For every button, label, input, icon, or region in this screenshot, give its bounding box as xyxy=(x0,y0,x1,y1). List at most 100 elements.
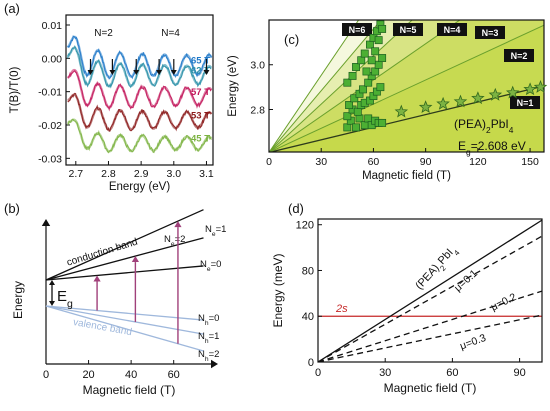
x-tick-label: 30 xyxy=(315,156,327,168)
mu-line xyxy=(318,314,542,362)
gap-label: Eg xyxy=(57,288,73,310)
level-label-nh0: Nh=0 xyxy=(198,313,219,327)
y-tick-label: 80 xyxy=(302,265,314,277)
x-axis-title: Magnetic field (T) xyxy=(83,383,176,397)
mu-label: μ=0.3 xyxy=(458,332,487,352)
level-label: N=2 xyxy=(511,51,528,61)
x-tick-label: 150 xyxy=(521,156,539,168)
data-star xyxy=(488,87,503,101)
panel-label: (a) xyxy=(4,1,20,16)
plot-frame xyxy=(317,218,543,363)
data-square xyxy=(371,67,380,76)
level-label-box xyxy=(393,23,423,36)
band-label-conduction: conduction band xyxy=(66,237,139,269)
x-axis-title: Magnetic field (T) xyxy=(384,381,477,395)
data-star xyxy=(505,85,520,99)
arrow-head xyxy=(203,70,210,75)
gap-value-label: Eg=2.608 eV xyxy=(458,139,526,157)
level-label-box xyxy=(437,23,467,36)
x-axis-title: Energy (eV) xyxy=(109,181,171,193)
level-label: N=4 xyxy=(444,25,461,35)
arrow-head xyxy=(170,70,177,75)
annotation-n4: N=4 xyxy=(161,28,180,39)
data-square xyxy=(378,118,387,127)
material-label: (PEA)2PbI4 xyxy=(454,117,514,135)
panel-d: (d) 2s 0 30 60 90 0 40 80 120 Magnetic field (T) En… xyxy=(271,201,543,395)
data-square xyxy=(352,63,360,71)
panel-label: (c) xyxy=(284,32,299,47)
data-star xyxy=(471,91,485,105)
level-label-nh2: Nh=2 xyxy=(198,349,219,363)
level-label-box xyxy=(510,96,540,109)
data-square xyxy=(371,47,380,56)
conduction-level xyxy=(45,237,204,281)
data-star xyxy=(418,100,433,113)
x-tick-label: 0 xyxy=(266,156,272,168)
series-label: 62 T xyxy=(191,65,210,76)
data-star xyxy=(533,79,548,93)
x-tick-label: 120 xyxy=(469,156,487,168)
series-label: 57 T xyxy=(191,87,210,98)
y-axis-title: Energy xyxy=(11,281,25,319)
x-tick-label: 40 xyxy=(125,369,137,381)
x-tick-label: 20 xyxy=(82,369,94,381)
data-square xyxy=(378,24,387,33)
data-square xyxy=(378,54,387,62)
level-label: N=5 xyxy=(400,25,417,35)
x-axis-arrow xyxy=(211,359,218,369)
y-tick-label: 0.00 xyxy=(42,53,63,65)
data-square xyxy=(362,67,371,76)
data-square xyxy=(365,40,374,49)
x-tick-label: 90 xyxy=(420,156,432,168)
series-fit xyxy=(66,35,213,79)
data-square xyxy=(348,71,357,80)
x-tick-label: 2.7 xyxy=(68,168,83,180)
fan-line xyxy=(269,24,544,152)
data-square xyxy=(360,49,369,58)
data-square xyxy=(350,94,359,103)
data-square xyxy=(343,112,352,121)
transition-arrow-head xyxy=(93,275,101,282)
data-square xyxy=(376,83,385,92)
annotation-n2: N=2 xyxy=(94,28,113,39)
data-square xyxy=(343,78,352,87)
data-square xyxy=(374,60,383,69)
level-label-box xyxy=(342,23,372,36)
data-square xyxy=(353,107,362,116)
level-label-box xyxy=(504,49,534,62)
fan-line xyxy=(269,20,461,152)
valence-level xyxy=(45,305,204,352)
panel-c: (c) 0 30 60 90 120 150 2.8 3.0 Magnetic field (T)… xyxy=(227,19,548,182)
gap-arrow-head xyxy=(49,301,55,306)
data-square xyxy=(352,123,360,132)
x-tick-label: 60 xyxy=(168,369,180,381)
x-tick-label: 0 xyxy=(315,367,321,379)
x-tick-label: 2.8 xyxy=(101,168,116,180)
y-tick-label: 2.8 xyxy=(250,104,265,116)
y-tick-label: 0 xyxy=(308,357,314,369)
data-star xyxy=(523,82,537,96)
y-axis-arrow xyxy=(41,219,51,226)
level-label-ne1: Ne=1 xyxy=(205,224,226,238)
transition-arrow-head xyxy=(131,256,139,263)
transition-arrow-head xyxy=(174,221,182,228)
gap-arrow-head xyxy=(49,280,55,285)
x-tick-label: 3.0 xyxy=(166,168,181,180)
hline-label: 2s xyxy=(335,303,348,315)
level-label-ne2: Ne=2 xyxy=(164,234,185,248)
mu-line xyxy=(318,235,542,362)
mu-line xyxy=(318,290,542,362)
level-label: N=3 xyxy=(482,28,499,38)
level-label: N=6 xyxy=(349,25,366,35)
valence-level xyxy=(45,305,204,335)
data-star xyxy=(394,104,409,118)
y-tick-label: 3.0 xyxy=(250,60,265,72)
conduction-level xyxy=(45,209,204,281)
data-square xyxy=(355,114,364,123)
x-tick-label: 60 xyxy=(368,156,380,168)
data-star xyxy=(453,94,468,108)
series-fit xyxy=(67,93,213,132)
series-fit xyxy=(67,68,213,109)
mu-line xyxy=(318,219,542,362)
